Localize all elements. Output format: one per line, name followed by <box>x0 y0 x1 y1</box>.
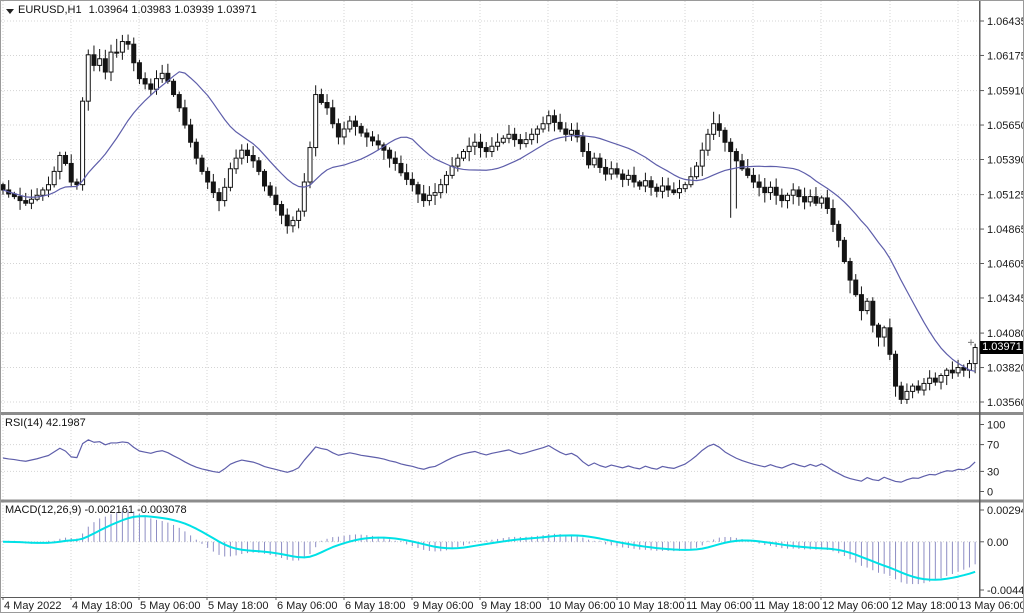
svg-text:0: 0 <box>987 487 993 499</box>
svg-text:1.04345: 1.04345 <box>987 293 1024 305</box>
svg-text:0.002943: 0.002943 <box>987 505 1024 517</box>
svg-text:6 May 06:00: 6 May 06:00 <box>277 600 338 612</box>
svg-text:1.03820: 1.03820 <box>987 363 1024 375</box>
svg-text:1.05125: 1.05125 <box>987 190 1024 202</box>
svg-text:1.05650: 1.05650 <box>987 120 1024 132</box>
svg-text:11 May 06:00: 11 May 06:00 <box>686 600 752 612</box>
svg-text:1.05910: 1.05910 <box>987 86 1024 98</box>
svg-text:70: 70 <box>987 440 999 452</box>
svg-text:100: 100 <box>987 420 1005 432</box>
svg-text:4 May 2022: 4 May 2022 <box>4 600 61 612</box>
main-chart-pane[interactable] <box>1 1 979 412</box>
svg-text:9 May 18:00: 9 May 18:00 <box>481 600 542 612</box>
svg-text:1.04865: 1.04865 <box>987 224 1024 236</box>
svg-text:10 May 06:00: 10 May 06:00 <box>549 600 616 612</box>
svg-text:0.00: 0.00 <box>987 537 1008 549</box>
symbol-title: EURUSD,H1 <box>18 4 82 16</box>
time-axis[interactable] <box>1 598 1023 612</box>
svg-text:5 May 18:00: 5 May 18:00 <box>208 600 269 612</box>
svg-text:1.04080: 1.04080 <box>987 328 1024 340</box>
svg-text:12 May 06:00: 12 May 06:00 <box>822 600 889 612</box>
svg-text:1.06175: 1.06175 <box>987 50 1024 62</box>
svg-text:9 May 06:00: 9 May 06:00 <box>413 600 474 612</box>
svg-text:13 May 06:00: 13 May 06:00 <box>959 600 1024 612</box>
chart-header: EURUSD,H1 1.03964 1.03983 1.03939 1.03971 <box>18 4 257 16</box>
current-price-tag: 1.03971 <box>980 341 1023 354</box>
svg-text:-0.004463: -0.004463 <box>987 585 1024 597</box>
svg-text:4 May 18:00: 4 May 18:00 <box>72 600 133 612</box>
svg-text:12 May 18:00: 12 May 18:00 <box>891 600 958 612</box>
rsi-pane[interactable] <box>1 415 979 499</box>
ohlc-quotes: 1.03964 1.03983 1.03939 1.03971 <box>88 4 257 16</box>
svg-text:30: 30 <box>987 466 999 478</box>
macd-pane[interactable] <box>1 502 979 597</box>
svg-text:10 May 18:00: 10 May 18:00 <box>618 600 685 612</box>
svg-text:5 May 06:00: 5 May 06:00 <box>140 600 201 612</box>
svg-text:1.06435: 1.06435 <box>987 16 1024 28</box>
svg-text:11 May 18:00: 11 May 18:00 <box>754 600 820 612</box>
rsi-indicator-label: RSI(14) 42.1987 <box>5 417 86 429</box>
svg-text:1.04605: 1.04605 <box>987 259 1024 271</box>
svg-text:6 May 18:00: 6 May 18:00 <box>345 600 406 612</box>
price-axis[interactable] <box>979 1 1023 597</box>
svg-text:1.05390: 1.05390 <box>987 154 1024 166</box>
symbol-dropdown-icon[interactable] <box>6 9 14 14</box>
macd-indicator-label: MACD(12,26,9) -0.002161 -0.003078 <box>5 504 187 516</box>
svg-text:1.03560: 1.03560 <box>987 397 1024 409</box>
